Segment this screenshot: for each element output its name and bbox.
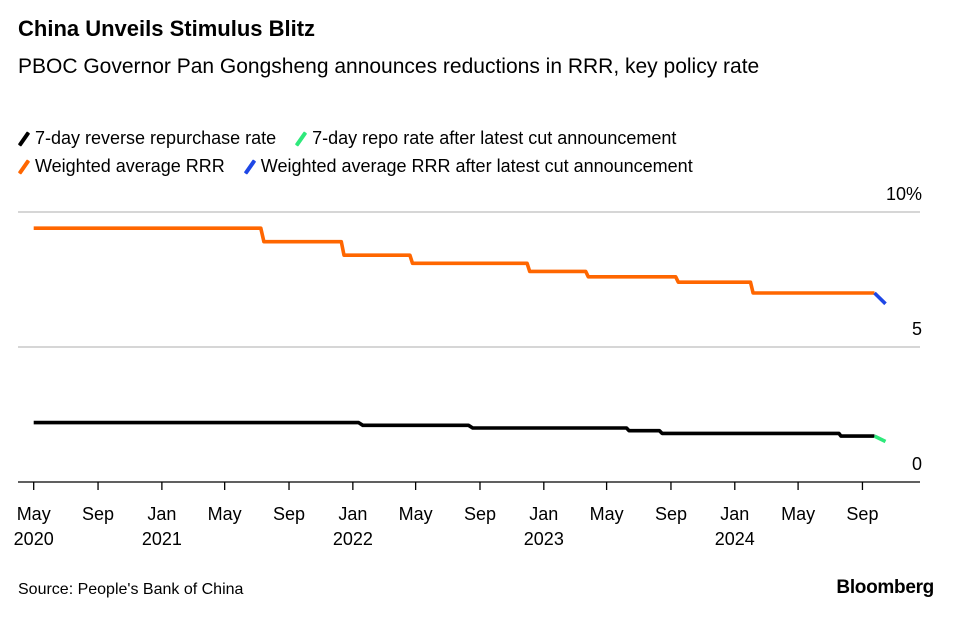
legend-row-2: Weighted average RRR Weighted average RR…: [17, 156, 707, 180]
y-tick-label: 0: [912, 454, 922, 474]
x-tick-label: Jan: [338, 504, 367, 524]
x-tick-label: Sep: [846, 504, 878, 524]
x-tick-label: Sep: [82, 504, 114, 524]
source-note: Source: People's Bank of China: [18, 581, 244, 598]
legend-label: Weighted average RRR: [35, 156, 225, 176]
y-tick-label: 5: [912, 319, 922, 339]
x-tick-label: Jan: [529, 504, 558, 524]
x-tick-year-label: 2023: [524, 529, 564, 549]
x-tick-label: May: [590, 504, 624, 524]
legend-label: 7-day repo rate after latest cut announc…: [312, 128, 677, 148]
x-tick-label: Sep: [464, 504, 496, 524]
x-tick-year-label: 2020: [14, 529, 54, 549]
legend-item-rrr-after-cut: Weighted average RRR after latest cut an…: [243, 156, 693, 177]
x-tick-label: May: [17, 504, 51, 524]
legend-item-rrr: Weighted average RRR: [17, 156, 225, 177]
x-tick-label: Sep: [273, 504, 305, 524]
legend-item-reverse-repo: 7-day reverse repurchase rate: [17, 128, 277, 149]
legend-label: Weighted average RRR after latest cut an…: [260, 156, 693, 176]
chart-title: China Unveils Stimulus Blitz: [18, 16, 316, 41]
chart-subtitle: PBOC Governor Pan Gongsheng announces re…: [18, 55, 760, 78]
legend-row-1: 7-day reverse repurchase rate 7-day repo…: [17, 128, 690, 152]
x-tick-year-label: 2024: [715, 529, 755, 549]
x-tick-year-label: 2021: [142, 529, 182, 549]
x-tick-label: Jan: [720, 504, 749, 524]
y-tick-label: 10%: [886, 184, 922, 204]
x-tick-label: May: [399, 504, 433, 524]
x-tick-label: May: [781, 504, 815, 524]
line-chart: 10% 5 0 May 2020 Sep Jan 2021 May Sep Jan 2022 May Se…: [14, 184, 922, 549]
brand-logo: Bloomberg: [836, 577, 934, 598]
legend-item-repo-after-cut: 7-day repo rate after latest cut announc…: [294, 128, 677, 149]
series-line-3: [873, 434, 887, 444]
x-tick-label: Jan: [147, 504, 176, 524]
legend-label: 7-day reverse repurchase rate: [35, 128, 277, 148]
series-line-1: [873, 291, 887, 306]
series-line-2: [33, 420, 875, 438]
x-tick-label: Sep: [655, 504, 687, 524]
series-line-0: [33, 226, 875, 295]
x-tick-year-label: 2022: [333, 529, 373, 549]
x-tick-label: May: [208, 504, 242, 524]
